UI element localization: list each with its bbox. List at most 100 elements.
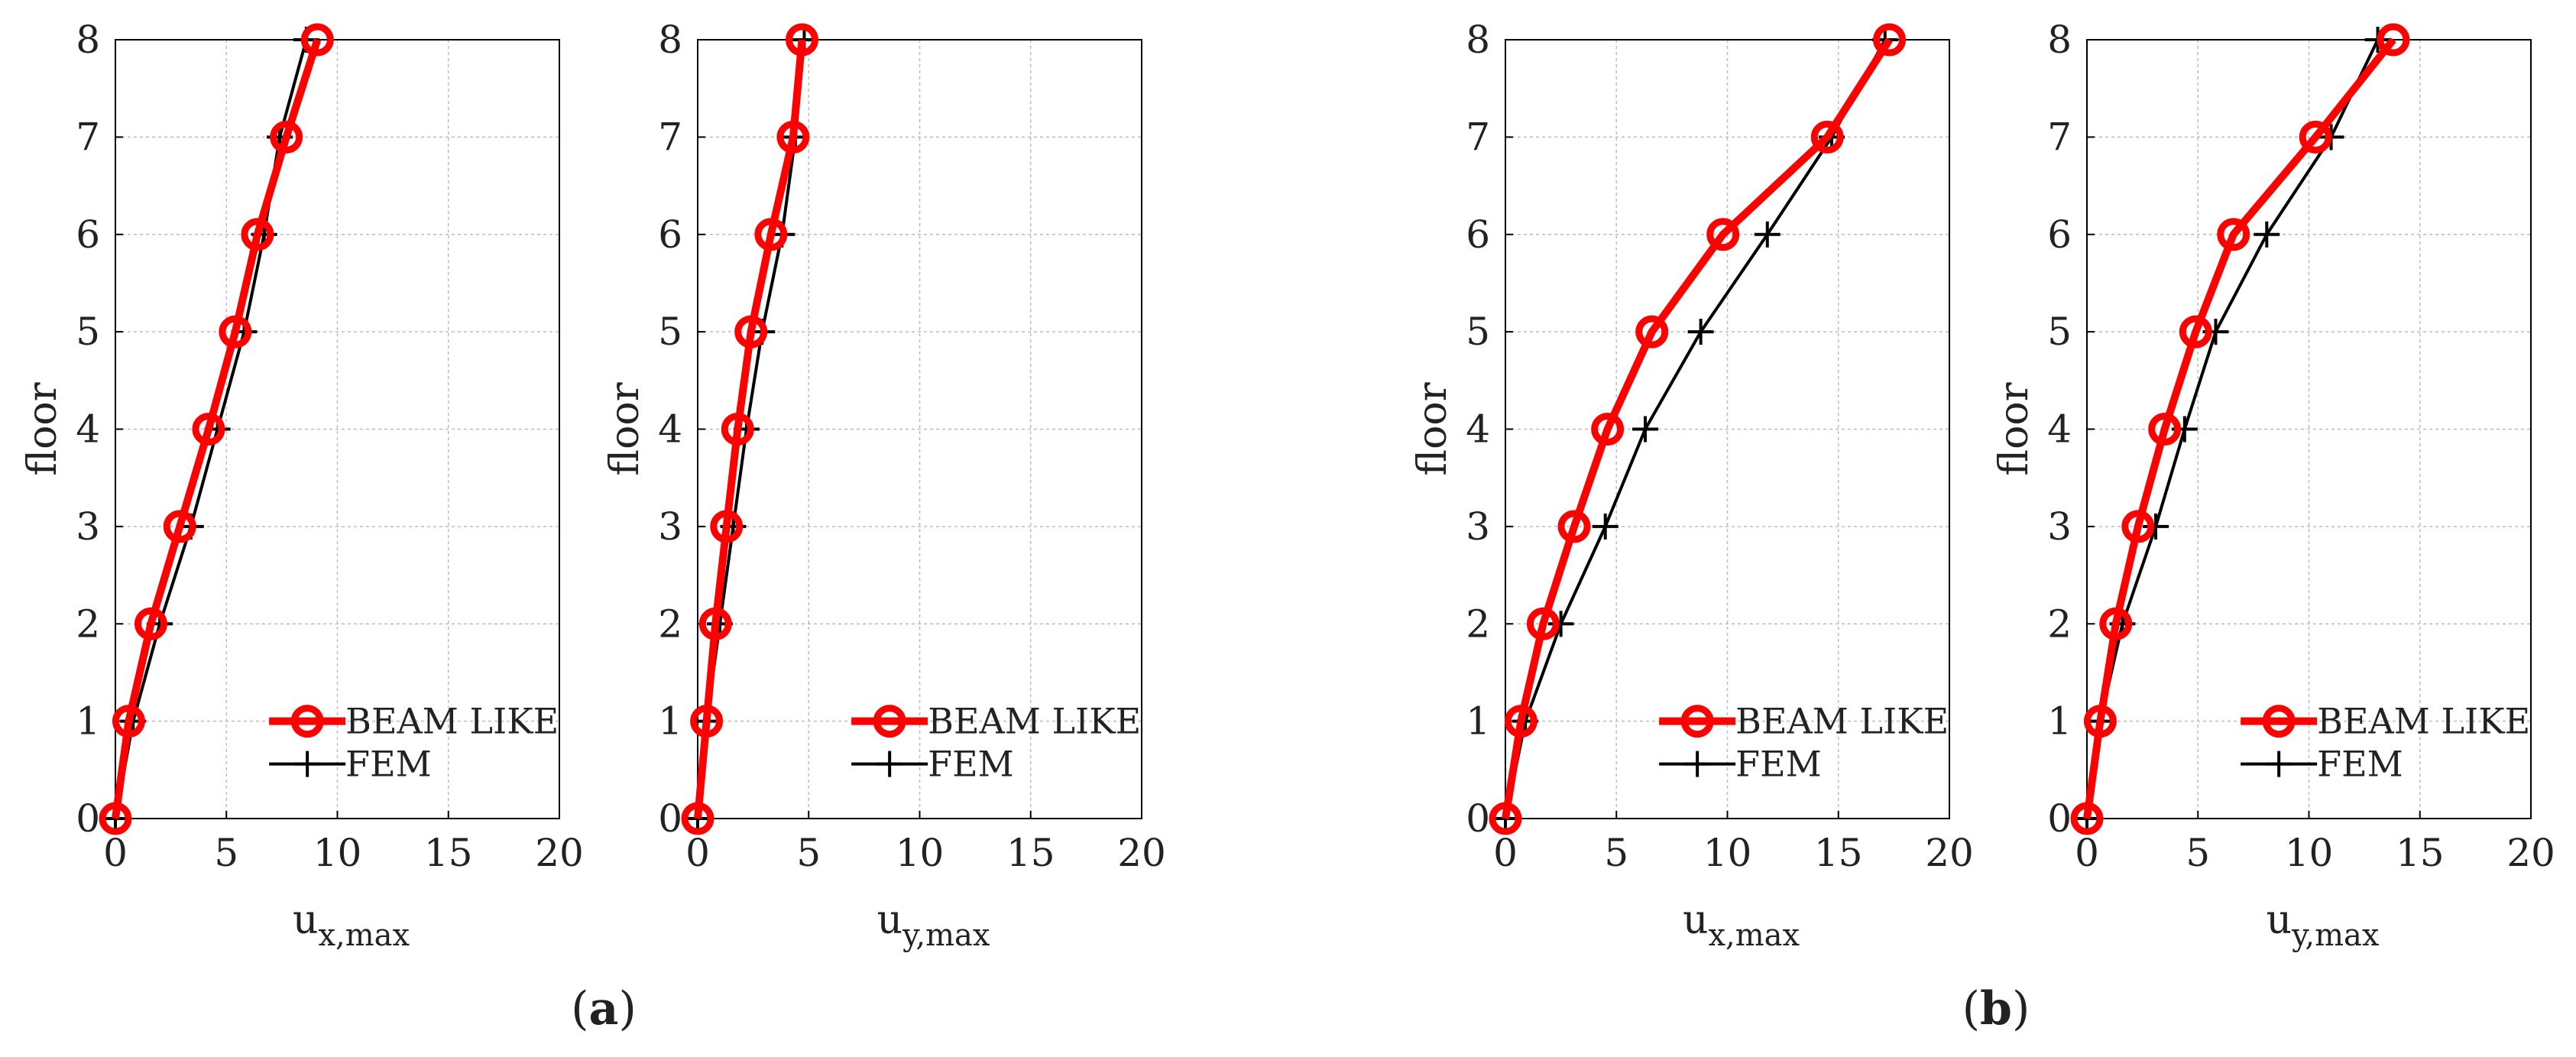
chart-4-ytick-label-1: 1 xyxy=(2047,699,2072,744)
chart-1-beam-like-point-0 xyxy=(99,802,132,835)
chart-1-ytick-label-7: 7 xyxy=(76,115,100,159)
chart-1-xtick-label-1: 5 xyxy=(214,831,238,875)
chart-3-xtick-label-3: 15 xyxy=(1814,831,1863,875)
chart-2-beam-like-line xyxy=(694,39,806,819)
chart-3-beam-like-point-7 xyxy=(1810,120,1844,154)
chart-4-beam-like-point-3 xyxy=(2121,510,2155,543)
chart-3-xtick-label-2: 10 xyxy=(1703,831,1752,875)
chart-4-xlabel-main: u xyxy=(2267,897,2292,943)
chart-4-xlabel-sub: y,max xyxy=(2291,918,2380,953)
chart-2-beam-like-point-7 xyxy=(776,120,810,154)
chart-1-xtick-label-3: 15 xyxy=(424,831,473,875)
chart-3-ticks: 0 5 10 15 20 0 1 2 3 4 5 6 7 8 xyxy=(1466,18,1974,875)
chart-2-ytick-label-7: 7 xyxy=(658,115,682,159)
chart-3-ytick-label-5: 5 xyxy=(1466,310,1490,354)
chart-2-beam-like-point-2 xyxy=(698,607,732,640)
chart-3-ytick-label-7: 7 xyxy=(1466,115,1490,159)
chart-1-legend-beam-like-label: BEAM LIKE xyxy=(345,701,559,742)
chart-1-beam-like-point-4 xyxy=(192,413,225,446)
chart-3-ytick-label-0: 0 xyxy=(1466,796,1490,841)
chart-3-ytick-label-2: 2 xyxy=(1466,601,1490,646)
chart-3-legend-beam-like-label: BEAM LIKE xyxy=(1735,701,1949,742)
chart-2-legend-fem-marker xyxy=(876,751,903,777)
chart-1-legend-beam-like-marker xyxy=(290,705,324,738)
chart-4-beam-like-point-7 xyxy=(2299,120,2332,154)
chart-1-xlabel: ux,max xyxy=(293,897,410,953)
chart-3-xtick-label-0: 0 xyxy=(1493,831,1518,875)
chart-1-beam-like-point-5 xyxy=(219,315,252,349)
chart-4-ytick-label-7: 7 xyxy=(2047,115,2072,159)
chart-3-ylabel: floor xyxy=(1410,382,1456,475)
chart-3-series-beam-like xyxy=(1489,23,1907,835)
chart-3-series-fem xyxy=(1492,27,1898,832)
chart-4-beam-like-point-1 xyxy=(2083,705,2117,738)
chart-3-fem-point-6 xyxy=(1754,221,1781,248)
chart-4-ylabel: floor xyxy=(1991,382,2037,475)
chart-2-series-beam-like xyxy=(681,23,819,835)
chart-2-ticks: 0 5 10 15 20 0 1 2 3 4 5 6 7 8 xyxy=(658,18,1166,875)
chart-1-ytick-label-4: 4 xyxy=(76,407,100,452)
chart-1-xlabel-sub: x,max xyxy=(318,918,410,953)
chart-1-beam-like-point-3 xyxy=(163,510,196,543)
chart-2-beam-like-point-4 xyxy=(721,413,754,446)
panel-labels: (a) (b) xyxy=(571,982,2030,1036)
chart-2-legend-beam-like-marker xyxy=(873,705,906,738)
chart-2-ytick-label-4: 4 xyxy=(658,407,682,452)
chart-4-ytick-label-0: 0 xyxy=(2047,796,2072,841)
chart-2-xtick-label-3: 15 xyxy=(1006,831,1055,875)
chart-1-ytick-label-6: 6 xyxy=(76,212,100,257)
chart-1-ticks: 0 5 10 15 20 0 1 2 3 4 5 6 7 8 xyxy=(76,18,584,875)
chart-4-legend-beam-like-label: BEAM LIKE xyxy=(2317,701,2530,742)
chart-3-ytick-label-4: 4 xyxy=(1466,407,1490,452)
chart-4-xtick-label-0: 0 xyxy=(2075,831,2099,875)
chart-2-beam-like-point-3 xyxy=(710,510,744,543)
chart-1-ytick-label-8: 8 xyxy=(76,18,100,62)
chart-3-fem-point-3 xyxy=(1592,513,1619,540)
chart-1-series-beam-like xyxy=(99,23,334,835)
chart-3-fem-point-5 xyxy=(1687,319,1714,345)
chart-3-beam-like-point-6 xyxy=(1706,218,1740,251)
chart-4-xtick-label-2: 10 xyxy=(2285,831,2334,875)
chart-2-legend-fem-label: FEM xyxy=(928,744,1014,785)
chart-3-beam-like-point-1 xyxy=(1504,705,1537,738)
chart-2-ytick-label-2: 2 xyxy=(658,601,682,646)
chart-4-xtick-label-1: 5 xyxy=(2186,831,2210,875)
chart-2-xtick-label-2: 10 xyxy=(896,831,945,875)
chart-3-beam-like-line xyxy=(1502,37,1893,819)
chart-4-xlabel: uy,max xyxy=(2267,897,2380,953)
chart-3-legend-fem-marker xyxy=(1684,751,1711,777)
chart-2-xlabel-main: u xyxy=(877,897,903,943)
chart-4-beam-like-line xyxy=(2083,37,2396,819)
chart-1-ytick-label-2: 2 xyxy=(76,601,100,646)
chart-2-ytick-label-6: 6 xyxy=(658,212,682,257)
chart-4-fem-point-3 xyxy=(2143,513,2169,540)
chart-3-beam-like-point-2 xyxy=(1526,607,1560,640)
chart-4-beam-like-point-5 xyxy=(2179,315,2212,349)
chart-1-ylabel: floor xyxy=(20,382,66,475)
chart-3-legend-beam-like-marker xyxy=(1680,705,1714,738)
chart-1-beam-like-point-2 xyxy=(134,607,167,640)
chart-1-ytick-label-1: 1 xyxy=(76,699,100,744)
chart-2-xlabel-sub: y,max xyxy=(902,918,990,953)
chart-3-ytick-label-8: 8 xyxy=(1466,18,1490,62)
chart-4-beam-like-point-2 xyxy=(2099,607,2133,640)
chart-4-beam-like-point-6 xyxy=(2217,218,2250,251)
chart-1-xtick-label-0: 0 xyxy=(103,831,128,875)
chart-1-legend-fem-label: FEM xyxy=(345,744,432,785)
chart-2-beam-like-point-8 xyxy=(786,23,819,57)
chart-1-beam-like-point-6 xyxy=(241,218,274,251)
chart-4-ytick-label-2: 2 xyxy=(2047,601,2072,646)
chart-3-beam-like-point-5 xyxy=(1635,315,1669,349)
chart-4-series-beam-like xyxy=(2070,23,2410,835)
chart-2-ytick-label-1: 1 xyxy=(658,699,682,744)
chart-2-beam-like-point-1 xyxy=(690,705,724,738)
chart-2-ytick-label-0: 0 xyxy=(658,796,682,841)
chart-4-xtick-label-3: 15 xyxy=(2396,831,2445,875)
chart-4-ytick-label-6: 6 xyxy=(2047,212,2072,257)
chart-1-beam-like-line xyxy=(112,38,322,819)
chart-4-ytick-label-3: 3 xyxy=(2047,504,2072,549)
